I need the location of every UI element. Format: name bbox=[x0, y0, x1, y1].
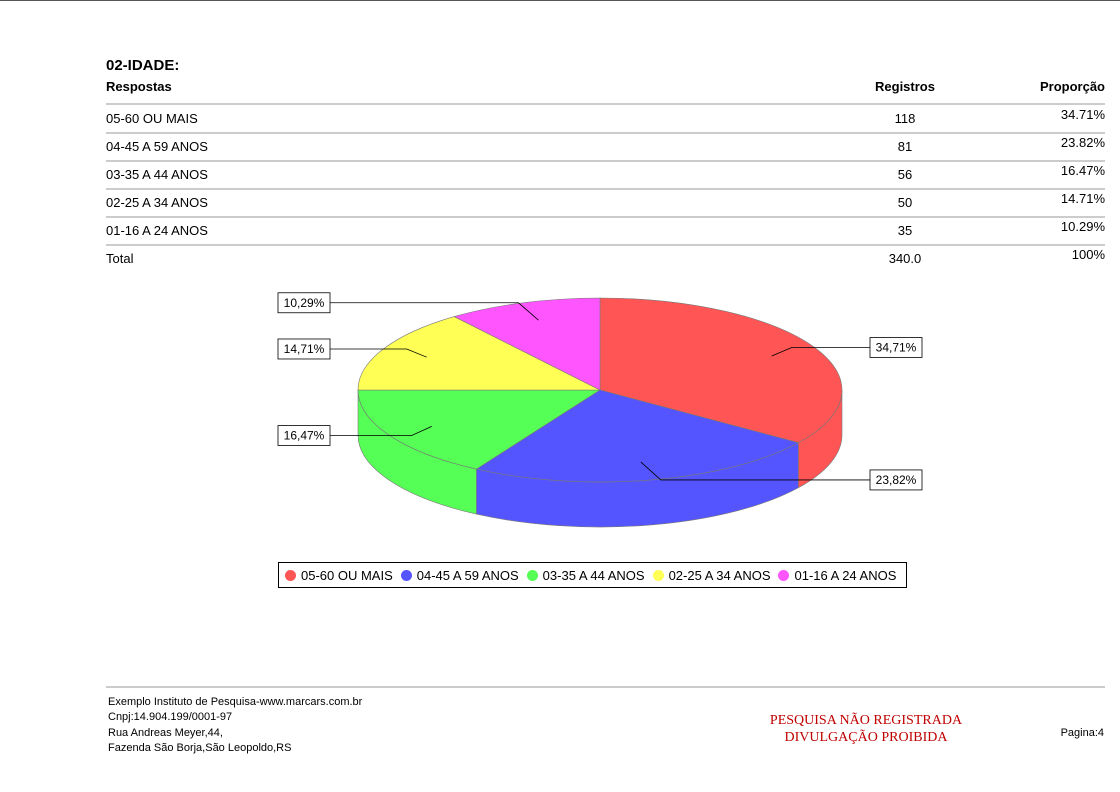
footer-line: Exemplo Instituto de Pesquisa-www.marcar… bbox=[108, 696, 363, 708]
legend-item: 03-35 A 44 ANOS bbox=[525, 568, 645, 583]
legend-item: 02-25 A 34 ANOS bbox=[651, 567, 771, 583]
page-number: Pagina:4 bbox=[1060, 727, 1104, 739]
legend-swatch bbox=[526, 569, 538, 581]
legend-swatch bbox=[652, 569, 664, 581]
leader-line bbox=[771, 347, 870, 357]
column-header: Registros bbox=[875, 79, 935, 94]
row-label: 05-60 OU MAIS bbox=[106, 111, 198, 126]
row-count: 118 bbox=[894, 111, 916, 126]
legend-item: 01-16 A 24 ANOS bbox=[776, 568, 896, 583]
footer-line: Cnpj:14.904.199/0001-97 bbox=[108, 711, 233, 723]
legend-label: 01-16 A 24 ANOS bbox=[794, 567, 897, 583]
legend: 05-60 OU MAIS 04-45 A 59 ANOS 03-35 A 44 A… bbox=[278, 562, 908, 588]
column-header: Respostas bbox=[106, 79, 172, 94]
label-box bbox=[869, 337, 923, 358]
legend-item: 04-45 A 59 ANOS bbox=[399, 568, 519, 583]
legend-item: 05-60 OU MAIS bbox=[283, 568, 393, 583]
leader-line bbox=[330, 426, 432, 436]
row-count: 50 bbox=[897, 195, 913, 210]
row-count: 35 bbox=[897, 223, 913, 238]
label-box bbox=[869, 469, 923, 491]
label-box bbox=[277, 425, 331, 446]
row-count: 81 bbox=[897, 139, 913, 154]
total-share: 100% bbox=[1071, 247, 1105, 262]
pie-slice bbox=[453, 297, 601, 391]
data-label: 10,29% bbox=[284, 296, 325, 310]
notice: PESQUISA NÃO REGISTRADA bbox=[769, 713, 963, 728]
label-box bbox=[277, 292, 331, 314]
leader-line bbox=[640, 461, 870, 481]
legend-swatch bbox=[285, 569, 296, 581]
label-box bbox=[277, 338, 331, 360]
row-share: 34.71% bbox=[1060, 107, 1105, 122]
legend-label: 04-45 A 59 ANOS bbox=[416, 567, 519, 583]
row-label: 01-16 A 24 ANOS bbox=[106, 223, 208, 238]
data-label: 23,82% bbox=[876, 473, 917, 487]
row-label: 02-25 A 34 ANOS bbox=[106, 195, 208, 210]
section-title: 02-IDADE: bbox=[106, 57, 180, 74]
pie-slice bbox=[475, 389, 800, 483]
leader-line bbox=[330, 348, 427, 358]
row-label: 03-35 A 44 ANOS bbox=[106, 167, 208, 182]
footer-line: Fazenda São Borja,São Leopoldo,RS bbox=[108, 742, 292, 754]
row-label: 04-45 A 59 ANOS bbox=[106, 139, 208, 154]
total-count: 340.0 bbox=[888, 251, 922, 266]
legend-swatch bbox=[778, 569, 790, 581]
total-label: Total bbox=[106, 251, 134, 266]
row-share: 16.47% bbox=[1060, 163, 1105, 178]
row-share: 23.82% bbox=[1060, 135, 1105, 150]
row-share: 10.29% bbox=[1060, 219, 1105, 234]
legend-label: 05-60 OU MAIS bbox=[301, 567, 393, 583]
footer-line: Rua Andreas Meyer,44, bbox=[108, 727, 223, 739]
legend-label: 03-35 A 44 ANOS bbox=[542, 567, 645, 583]
leader-line bbox=[330, 302, 539, 321]
legend-swatch bbox=[400, 569, 412, 581]
notice: DIVULGAÇÃO PROIBIDA bbox=[784, 730, 948, 745]
row-share: 14.71% bbox=[1060, 191, 1105, 206]
column-header: Proporção bbox=[1039, 79, 1105, 94]
legend-label: 02-25 A 34 ANOS bbox=[668, 567, 771, 583]
data-label: 16,47% bbox=[284, 429, 325, 443]
data-label: 14,71% bbox=[284, 342, 325, 356]
row-count: 56 bbox=[897, 167, 913, 182]
data-label: 34,71% bbox=[876, 341, 917, 355]
